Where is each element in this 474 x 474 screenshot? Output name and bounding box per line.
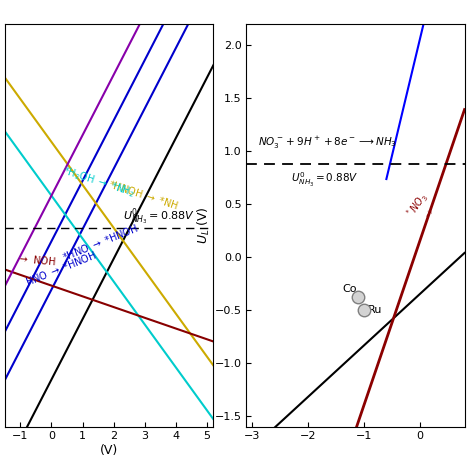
Text: *HNO $\rightarrow$ *HNOH: *HNO $\rightarrow$ *HNOH	[61, 222, 140, 264]
Text: $U^0_{NH_3}=0.88V$: $U^0_{NH_3}=0.88V$	[123, 207, 195, 228]
Text: HNO $\rightarrow$ *HNOH: HNO $\rightarrow$ *HNOH	[23, 248, 99, 288]
Text: Co: Co	[343, 284, 357, 294]
Text: Ru: Ru	[368, 305, 382, 315]
X-axis label: (V): (V)	[100, 444, 118, 457]
Text: $^*NO_3$
$\rightarrow$: $^*NO_3$ $\rightarrow$	[404, 190, 442, 227]
Text: *HNOH $\rightarrow$ *NH: *HNOH $\rightarrow$ *NH	[108, 177, 181, 211]
Y-axis label: $U_L$ (V): $U_L$ (V)	[196, 206, 212, 244]
Text: $NO_3^- + 9H^+ + 8e^- \longrightarrow NH_3$: $NO_3^- + 9H^+ + 8e^- \longrightarrow NH…	[258, 135, 397, 151]
Text: $U^0_{NH_3}=0.88V$: $U^0_{NH_3}=0.88V$	[291, 171, 359, 189]
Text: $\rightarrow$ NOH: $\rightarrow$ NOH	[17, 252, 56, 267]
Text: *H$_2$OH $\rightarrow$ *NH$_2$: *H$_2$OH $\rightarrow$ *NH$_2$	[61, 164, 136, 201]
